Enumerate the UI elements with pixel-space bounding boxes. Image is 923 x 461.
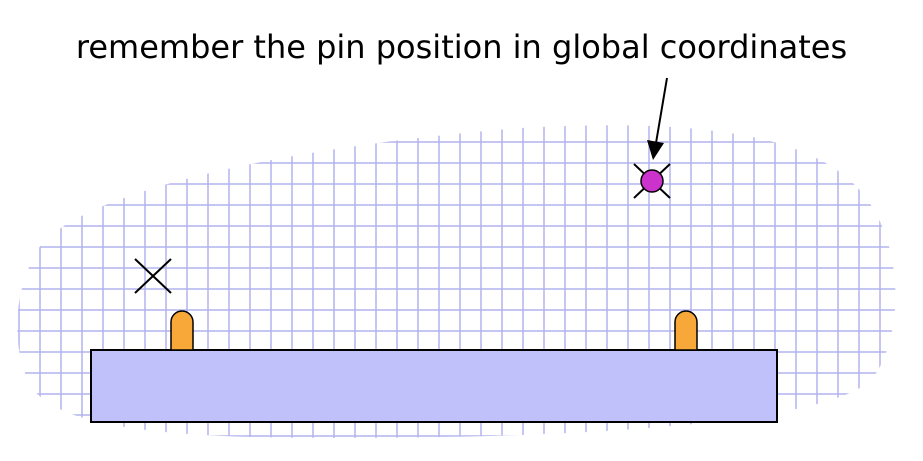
annotation-arrow [647,77,668,160]
cross-marker-left [134,258,172,294]
global-pin-marker [640,169,664,193]
component-body [90,349,778,423]
annotation-caption: remember the pin position in global coor… [75,28,848,66]
pin-left [170,310,194,351]
pin-right [674,310,698,351]
